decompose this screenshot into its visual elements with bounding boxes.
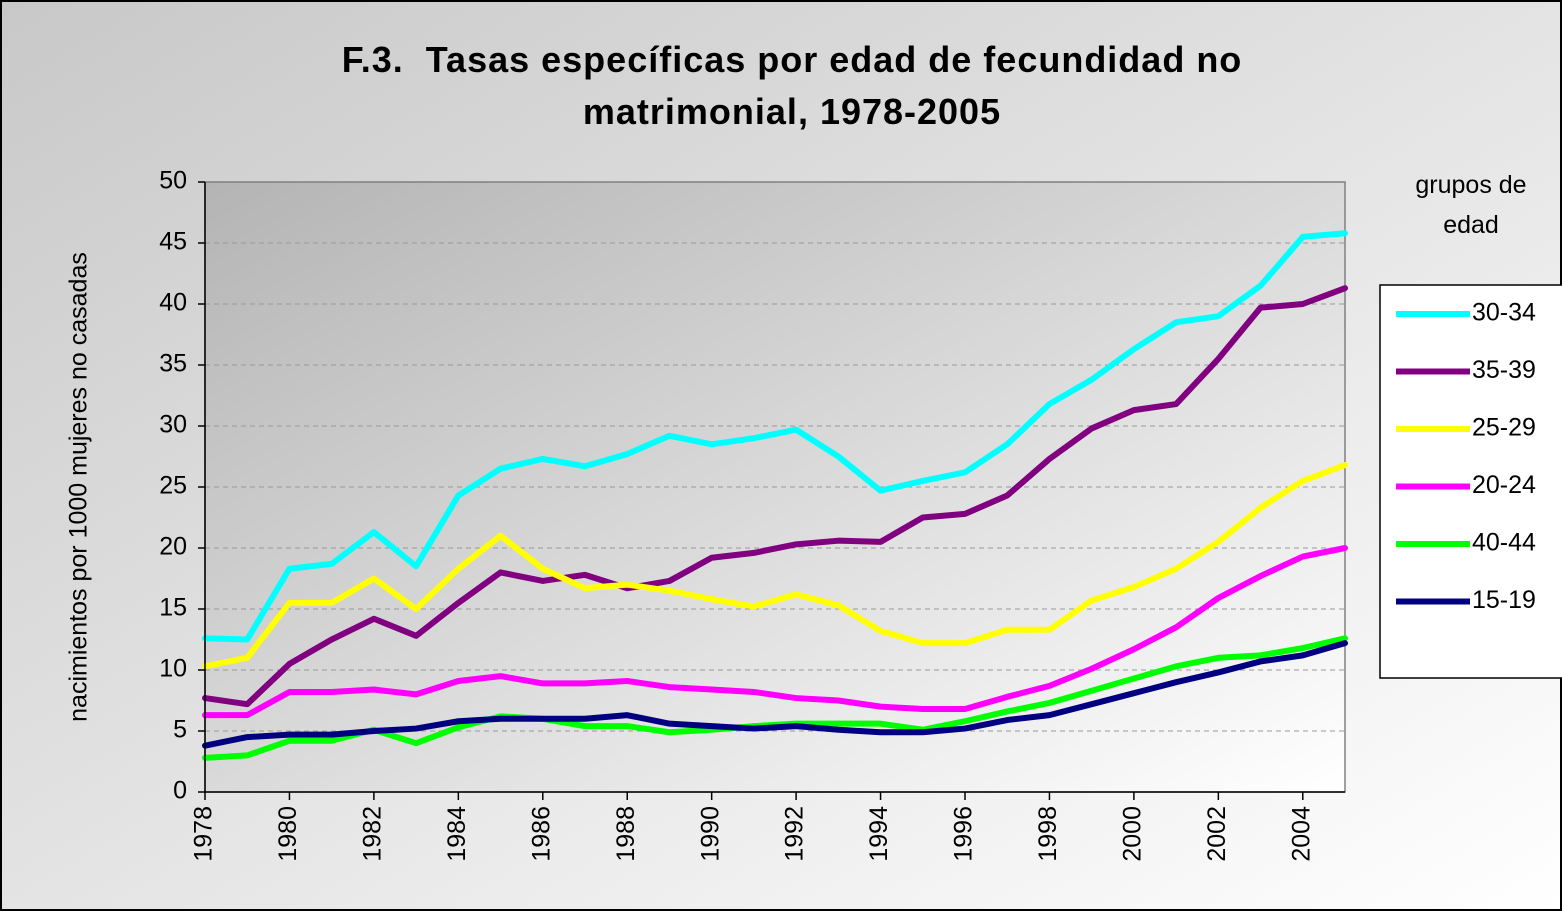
y-tick-label: 20 (159, 533, 187, 561)
legend-label: 30-34 (1472, 299, 1536, 327)
x-tick-label: 1984 (443, 806, 471, 862)
x-tick-label: 1978 (190, 806, 218, 862)
legend-label: 25-29 (1472, 414, 1536, 442)
y-tick-label: 35 (159, 350, 187, 378)
y-tick-label: 30 (159, 411, 187, 439)
legend-title: grupos de edad (1415, 171, 1527, 239)
y-tick-label: 10 (159, 655, 187, 683)
x-tick-label: 1986 (527, 806, 555, 862)
x-tick-label: 1990 (696, 806, 724, 862)
legend-label: 20-24 (1472, 471, 1536, 499)
y-tick-label: 40 (159, 289, 187, 317)
x-tick-label: 1980 (274, 806, 302, 862)
chart-title: F.3. Tasas específicas por edad de fecun… (341, 39, 1254, 132)
x-tick-label: 2000 (1118, 806, 1146, 862)
series-line (202, 640, 1348, 749)
x-tick-label: 1982 (358, 806, 386, 862)
series-line (202, 545, 1348, 719)
y-tick-label: 0 (173, 777, 187, 805)
x-tick-label: 1996 (950, 806, 978, 862)
x-tick-label: 1998 (1034, 806, 1062, 862)
series-line (202, 462, 1348, 670)
y-tick-label: 45 (159, 228, 187, 256)
legend-label: 35-39 (1472, 356, 1536, 384)
y-tick-label: 15 (159, 594, 187, 622)
y-tick-label: 5 (173, 716, 187, 744)
series-line (202, 285, 1348, 708)
series-line (202, 230, 1348, 643)
x-tick-label: 1988 (612, 806, 640, 862)
x-tick-label: 1992 (781, 806, 809, 862)
legend-label: 15-19 (1472, 586, 1536, 614)
x-tick-label: 2004 (1287, 806, 1315, 862)
legend-label: 40-44 (1472, 529, 1536, 557)
y-tick-label: 25 (159, 472, 187, 500)
y-axis-label: nacimientos por 1000 mujeres no casadas (65, 252, 93, 722)
y-tick-label: 50 (159, 167, 187, 195)
x-tick-label: 1994 (865, 806, 893, 862)
x-tick-label: 2002 (1203, 806, 1231, 862)
legend-box (1379, 284, 1562, 679)
